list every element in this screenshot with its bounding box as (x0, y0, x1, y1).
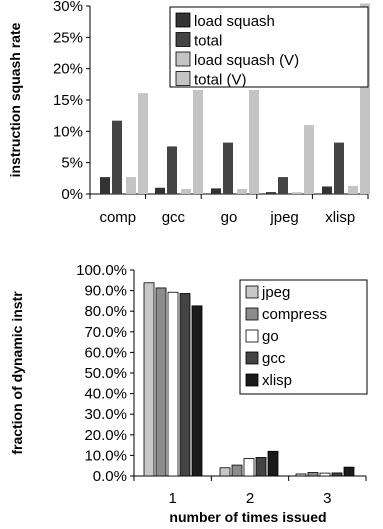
x-tick-label: comp (99, 209, 136, 226)
y-tick-label: 20.0% (84, 427, 127, 444)
legend-swatch (245, 329, 259, 343)
bar-load-squash-v--gcc (181, 188, 191, 194)
bar-load-squash-go (211, 188, 221, 194)
y-axis-title: instruction squash rate (7, 22, 23, 177)
bar-gcc-1 (179, 293, 191, 477)
y-axis-title: fraction of dynamic instr (9, 291, 25, 455)
legend-label: load squash (V) (194, 52, 299, 69)
bar-load-squash-v--comp (126, 177, 136, 194)
y-tick-label: 80.0% (84, 303, 127, 320)
bar-gcc-2 (255, 457, 267, 477)
bar-total-v--xlisp (360, 3, 370, 195)
bar-load-squash-gcc (155, 187, 165, 194)
y-tick-label: 5% (61, 155, 83, 172)
bar-load-squash-v--jpeg (292, 192, 302, 194)
legend-label: go (262, 328, 279, 345)
bar-total-jpeg (278, 177, 288, 194)
x-tick-label: 1 (168, 490, 176, 507)
bar-total-xlisp (334, 142, 344, 194)
bar-xlisp-3 (343, 466, 355, 477)
bar-jpeg-2 (219, 467, 231, 477)
y-tick-label: 60.0% (84, 344, 127, 361)
bar-load-squash-xlisp (322, 186, 332, 194)
bar-xlisp-2 (267, 450, 279, 477)
y-tick-label: 25% (53, 29, 83, 46)
bar-compress-3 (307, 472, 319, 477)
bar-go-1 (167, 291, 179, 477)
bar-total-v--comp (138, 93, 148, 194)
bar-total-gcc (167, 146, 177, 194)
bar-load-squash-comp (100, 177, 110, 194)
bar-compress-1 (155, 287, 167, 477)
legend-swatch (245, 373, 259, 387)
bar-jpeg-1 (143, 282, 155, 477)
x-tick-label: go (221, 209, 238, 226)
legend-swatch (175, 71, 191, 86)
bar-xlisp-1 (191, 305, 203, 477)
bar-jpeg-3 (295, 473, 307, 477)
legend-swatch (175, 12, 191, 28)
legend-swatch (245, 307, 259, 321)
legend-label: load squash (194, 13, 275, 30)
bar-total-v--jpeg (304, 125, 314, 194)
bar-go-3 (319, 472, 331, 477)
x-tick-label: jpeg (269, 209, 298, 226)
bar-go-2 (243, 458, 255, 477)
x-tick-label: xlisp (325, 209, 355, 226)
bar-load-squash-jpeg (266, 192, 276, 194)
y-tick-label: 90.0% (84, 283, 127, 300)
y-tick-label: 0% (61, 186, 83, 203)
y-tick-label: 70.0% (84, 324, 127, 341)
legend-label: gcc (262, 350, 286, 367)
legend-label: xlisp (262, 372, 292, 389)
legend-label: compress (262, 306, 327, 323)
y-tick-label: 30% (53, 0, 83, 15)
y-tick-label: 0.0% (93, 468, 127, 485)
bar-total-comp (112, 120, 122, 194)
y-tick-label: 50.0% (84, 365, 127, 382)
legend-swatch (175, 51, 191, 67)
x-tick-label: 3 (323, 490, 331, 507)
legend: jpeg compress go gcc xlisp (239, 279, 368, 395)
bar-total-v--gcc (193, 89, 203, 194)
y-tick-label: 100.0% (76, 262, 127, 279)
chart-1: 0% 5% 10% 15% 20% 25% 30% comp gcc go jpeg xlisp ins… (7, 0, 370, 226)
bar-total-v--go (249, 89, 259, 194)
y-tick-label: 40.0% (84, 386, 127, 403)
legend-box (239, 279, 368, 395)
chart-2: 0.0% 10.0% 20.0% 30.0% 40.0% 50.0% 60.0% 70.0% 8… (9, 262, 368, 525)
legend-label: jpeg (261, 284, 290, 301)
legend: load squash total load squash (V) total (V) (169, 6, 369, 89)
x-tick-label: gcc (162, 209, 186, 226)
legend-label: total (V) (194, 72, 247, 89)
x-tick-label: 2 (246, 490, 254, 507)
x-axis-title: number of times issued (169, 509, 326, 525)
legend-box (169, 6, 369, 88)
legend-swatch (175, 32, 191, 47)
y-tick-label: 10.0% (84, 447, 127, 464)
legend-swatch (245, 285, 259, 299)
legend-swatch (245, 351, 259, 365)
bar-gcc-3 (331, 472, 343, 477)
bar-total-go (223, 142, 233, 194)
y-tick-label: 10% (53, 123, 83, 140)
bar-load-squash-v--go (237, 188, 247, 194)
bar-compress-2 (231, 464, 243, 477)
y-tick-label: 20% (53, 61, 83, 78)
legend-label: total (194, 33, 222, 50)
y-tick-label: 30.0% (84, 406, 127, 423)
y-tick-label: 15% (53, 92, 83, 109)
bar-load-squash-v--xlisp (348, 185, 358, 194)
